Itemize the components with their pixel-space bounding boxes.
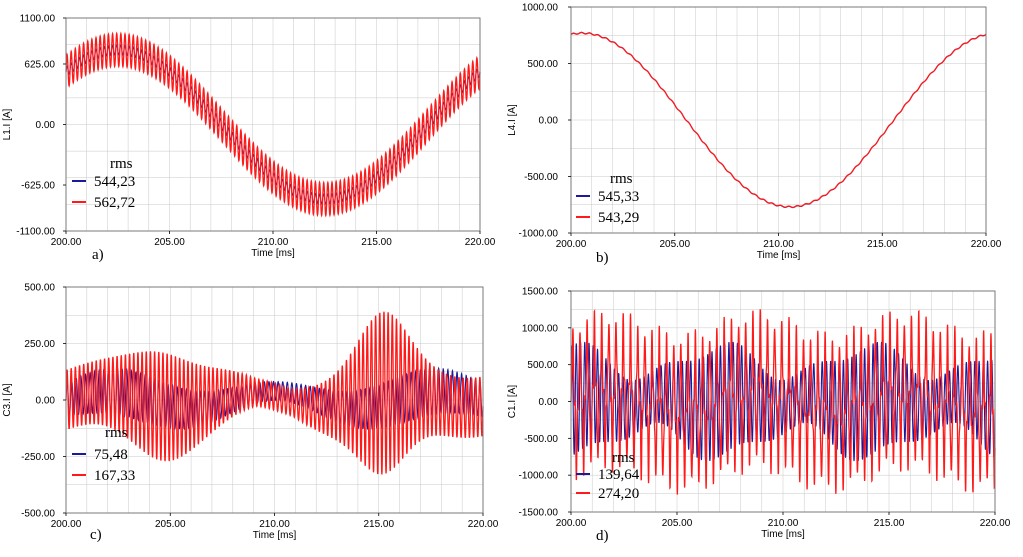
legend-title: rms bbox=[612, 450, 635, 466]
x-tick-label: 215.00 bbox=[874, 518, 905, 529]
x-tick-label: 220.00 bbox=[971, 239, 1002, 250]
y-tick-label: -1100.00 bbox=[16, 227, 55, 238]
y-tick-label: -625.00 bbox=[21, 181, 55, 192]
legend-entry: 545,33 bbox=[598, 189, 639, 205]
legend-title: rms bbox=[610, 171, 633, 187]
x-tick-label: 200.00 bbox=[556, 518, 587, 529]
x-tick-label: 200.00 bbox=[556, 239, 587, 250]
x-tick-label: 200.00 bbox=[51, 519, 82, 530]
y-tick-label: 0.00 bbox=[539, 116, 559, 127]
y-tick-label: 1100.00 bbox=[20, 14, 56, 25]
legend-entry: 139,64 bbox=[598, 467, 640, 483]
x-tick-label: 215.00 bbox=[361, 237, 392, 248]
x-axis-label: Time [ms] bbox=[757, 250, 801, 261]
x-tick-label: 220.00 bbox=[980, 518, 1011, 529]
legend-entry: 544,23 bbox=[94, 174, 135, 190]
y-tick-label: 500.00 bbox=[24, 283, 55, 294]
y-tick-label: -500.00 bbox=[21, 509, 55, 520]
y-axis-label: L1.I [A] bbox=[2, 108, 13, 140]
x-tick-label: 210.00 bbox=[258, 237, 289, 248]
y-tick-label: 625.00 bbox=[24, 59, 55, 70]
y-tick-label: -1500.00 bbox=[519, 508, 559, 519]
legend-title: rms bbox=[105, 425, 128, 441]
x-tick-label: 205.00 bbox=[659, 239, 690, 250]
x-tick-label: 215.00 bbox=[867, 239, 898, 250]
series-line-red bbox=[65, 311, 484, 475]
y-tick-label: 250.00 bbox=[24, 339, 55, 350]
y-tick-label: 0.00 bbox=[539, 397, 559, 408]
legend-entry: 75,48 bbox=[94, 447, 128, 463]
y-tick-label: -1000.00 bbox=[519, 471, 559, 482]
x-tick-label: 215.00 bbox=[363, 519, 394, 530]
x-axis-label: Time [ms] bbox=[251, 248, 295, 259]
y-tick-label: 1500.00 bbox=[522, 287, 559, 298]
panel-label: d) bbox=[596, 528, 609, 544]
y-tick-label: -500.00 bbox=[524, 172, 558, 183]
panel-label: b) bbox=[596, 250, 609, 266]
x-tick-label: 220.00 bbox=[465, 237, 496, 248]
x-axis-label: Time [ms] bbox=[253, 530, 297, 541]
y-tick-label: 0.00 bbox=[36, 396, 56, 407]
legend-entry: 562,72 bbox=[94, 195, 135, 211]
x-tick-label: 205.00 bbox=[155, 519, 186, 530]
y-axis-label: C3.I [A] bbox=[2, 383, 13, 417]
x-tick-label: 200.00 bbox=[51, 237, 82, 248]
y-axis-label: L4.I [A] bbox=[507, 104, 518, 136]
x-tick-label: 205.00 bbox=[662, 518, 693, 529]
panel-label: a) bbox=[92, 247, 104, 263]
x-tick-label: 205.00 bbox=[154, 237, 185, 248]
y-tick-label: 500.00 bbox=[527, 360, 558, 371]
y-tick-label: 0.00 bbox=[36, 120, 56, 131]
x-tick-label: 210.00 bbox=[768, 518, 799, 529]
series-line-red bbox=[570, 31, 987, 209]
chart-panel-d: 1500.00 1000.00 500.00 0.00 -500.00 -1000.00 -… bbox=[507, 287, 1011, 545]
legend-entry: 167,33 bbox=[94, 468, 135, 484]
legend-entry: 543,29 bbox=[598, 210, 639, 226]
y-axis-label: C1.I [A] bbox=[507, 385, 518, 419]
series-line-red bbox=[570, 309, 996, 495]
y-tick-label: -250.00 bbox=[21, 452, 55, 463]
legend-title: rms bbox=[110, 156, 133, 172]
x-tick-label: 210.00 bbox=[763, 239, 794, 250]
legend-entry: 274,20 bbox=[598, 486, 639, 502]
y-tick-label: -1000.00 bbox=[519, 229, 559, 240]
series-line-red bbox=[65, 31, 481, 218]
y-tick-label: 1000.00 bbox=[522, 323, 559, 334]
x-axis-label: Time [ms] bbox=[761, 529, 805, 540]
y-tick-label: 1000.00 bbox=[522, 3, 559, 14]
x-tick-label: 220.00 bbox=[468, 519, 499, 530]
x-tick-label: 210.00 bbox=[259, 519, 290, 530]
y-tick-label: -500.00 bbox=[524, 434, 558, 445]
panel-label: c) bbox=[90, 527, 102, 543]
y-tick-label: 500.00 bbox=[527, 59, 558, 70]
